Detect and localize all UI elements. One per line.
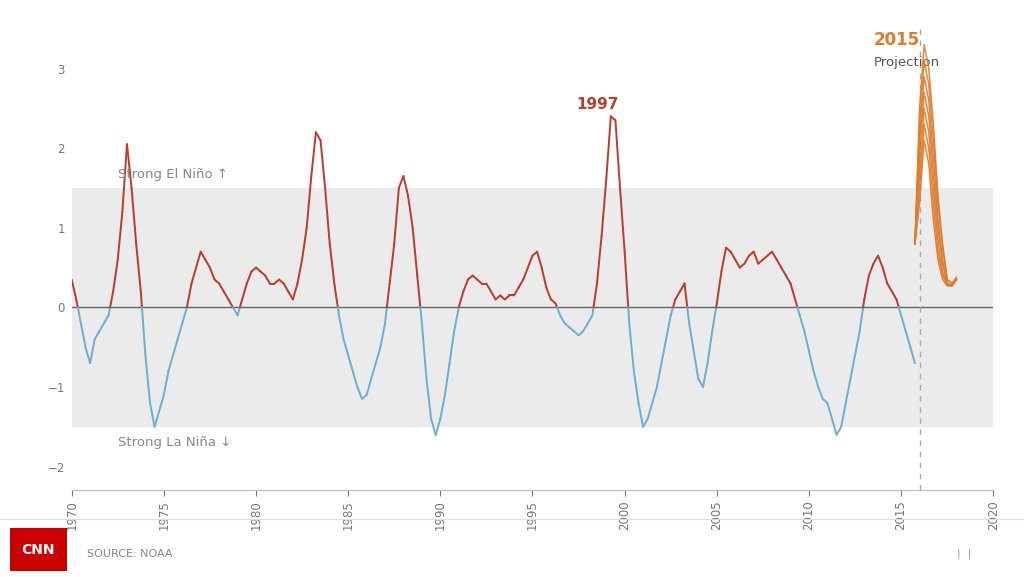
Text: |  |: | | — [957, 549, 972, 559]
Text: Projection: Projection — [873, 55, 940, 69]
Text: SOURCE: NOAA: SOURCE: NOAA — [87, 549, 172, 559]
Text: CNN: CNN — [22, 542, 55, 557]
Text: Strong El Niño ↑: Strong El Niño ↑ — [118, 168, 227, 181]
Bar — [72, 188, 993, 427]
Text: Strong La Niña ↓: Strong La Niña ↓ — [118, 436, 231, 449]
Text: 2015: 2015 — [873, 31, 920, 48]
Text: 1997: 1997 — [577, 98, 620, 113]
